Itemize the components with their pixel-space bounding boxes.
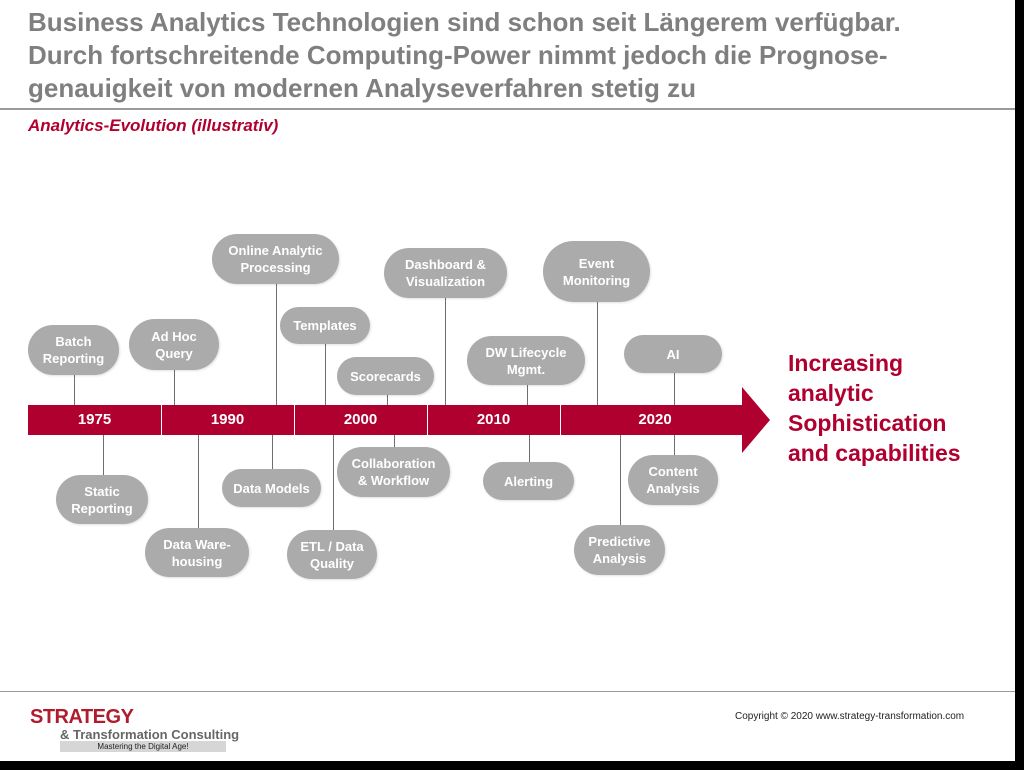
subtitle: Analytics-Evolution (illustrativ) [28, 116, 279, 135]
header-divider [0, 108, 1015, 110]
year-label-1975: 1975 [77, 411, 112, 428]
year-divider [161, 405, 162, 435]
bubble-ai: AI [624, 335, 722, 373]
bubble-static-reporting: Static Reporting [56, 475, 148, 524]
connector [74, 375, 75, 405]
connector [103, 435, 104, 475]
page-title: Business Analytics Technologien sind sch… [28, 6, 1013, 105]
connector [394, 435, 395, 447]
connector [445, 298, 446, 405]
bubble-batch-reporting: Batch Reporting [28, 325, 119, 375]
bubble-dw-lifecycle: DW Lifecycle Mgmt. [467, 336, 585, 385]
bubble-dashboard-visualization: Dashboard & Visualization [384, 248, 507, 298]
bubble-data-models: Data Models [222, 469, 321, 507]
bubble-content-analysis: Content Analysis [628, 455, 718, 505]
bubble-event-monitoring: Event Monitoring [543, 241, 650, 302]
slide: Business Analytics Technologien sind sch… [0, 0, 1015, 761]
bubble-templates: Templates [280, 307, 370, 344]
year-label-2000: 2000 [343, 411, 378, 428]
logo-tagline: Mastering the Digital Age! [60, 741, 226, 752]
copyright-notice: Copyright © 2020 www.strategy-transforma… [735, 711, 965, 722]
year-divider [427, 405, 428, 435]
connector [527, 385, 528, 405]
tagline-line: analytic [788, 380, 874, 406]
bubble-etl-data-quality: ETL / Data Quality [287, 530, 377, 579]
footer-divider [0, 691, 1015, 692]
tagline-line: Sophistication [788, 410, 947, 436]
bubble-ad-hoc-query: Ad Hoc Query [129, 319, 219, 370]
connector [198, 435, 199, 528]
tagline-line: Increasing [788, 350, 904, 376]
company-logo: STRATEGY & Transformation Consulting Mas… [30, 706, 239, 754]
year-label-2020: 2020 [638, 411, 672, 428]
year-divider [560, 405, 561, 435]
connector [529, 435, 530, 462]
bubble-alerting: Alerting [483, 462, 574, 500]
tagline-line: and capabilities [788, 440, 961, 466]
title-line-2: Durch fortschreitende Computing-Power ni… [28, 40, 888, 70]
title-line-1: Business Analytics Technologien sind sch… [28, 7, 901, 37]
year-divider [294, 405, 295, 435]
bubble-collaboration-workflow: Collaboration & Workflow [337, 447, 450, 497]
connector [387, 395, 388, 405]
bubble-data-warehousing: Data Ware- housing [145, 528, 249, 577]
connector [174, 370, 175, 405]
connector [325, 344, 326, 405]
connector [674, 373, 675, 405]
connector [674, 435, 675, 455]
connector [597, 302, 598, 405]
connector [333, 435, 334, 530]
year-label-1990: 1990 [210, 411, 245, 428]
connector [620, 435, 621, 525]
bubble-scorecards: Scorecards [337, 357, 434, 395]
title-line-3: genauigkeit von modernen Analyseverfahre… [28, 73, 696, 103]
timeline-arrow [28, 387, 770, 453]
bubble-predictive-analysis: Predictive Analysis [574, 525, 665, 575]
connector [276, 284, 277, 405]
connector [272, 435, 273, 469]
bubble-olap: Online Analytic Processing [212, 234, 339, 284]
logo-subtitle: & Transformation Consulting [60, 727, 240, 742]
tagline: Increasing analytic Sophistication and c… [788, 348, 961, 468]
logo-wordmark: STRATEGY [30, 706, 134, 728]
year-label-2010: 2010 [476, 411, 511, 428]
